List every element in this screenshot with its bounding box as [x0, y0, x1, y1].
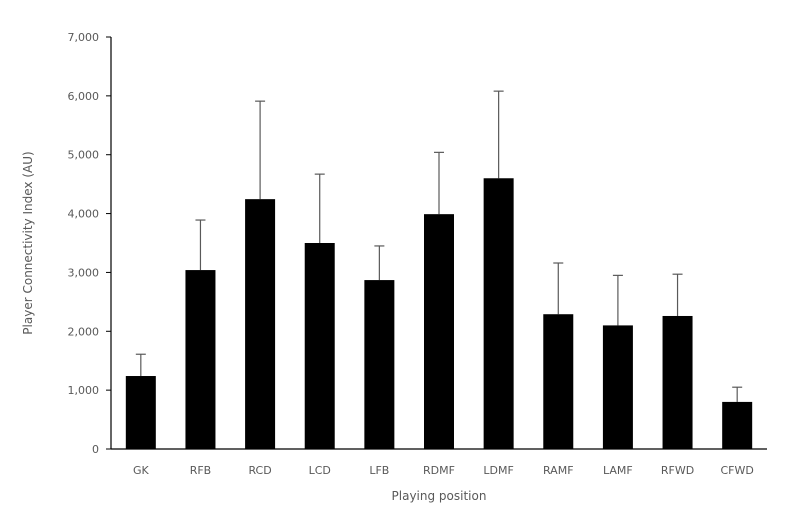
y-tick-label: 3,000 — [68, 266, 100, 279]
x-tick-label: RFB — [190, 464, 212, 477]
x-tick-label: CFWD — [721, 464, 754, 477]
bar-gk — [125, 376, 156, 449]
bar-lcd — [304, 243, 335, 449]
x-tick-label: RDMF — [423, 464, 455, 477]
bar-cfwd — [722, 401, 753, 449]
bar-rdmf — [424, 214, 454, 449]
x-tick-label: LCD — [309, 464, 331, 477]
bar-ramf — [543, 314, 574, 449]
x-tick-label: LFB — [369, 464, 389, 477]
bar-rcd — [245, 199, 276, 449]
y-tick-label: 5,000 — [68, 149, 100, 162]
bar-lamf — [602, 325, 633, 449]
bar-lfb — [364, 280, 395, 449]
x-tick-label: LAMF — [603, 464, 633, 477]
x-tick-label: RCD — [248, 464, 271, 477]
y-tick-label: 1,000 — [68, 384, 100, 397]
y-tick-label: 2,000 — [68, 325, 100, 338]
bar-rfwd — [662, 315, 693, 449]
y-tick-label: 6,000 — [68, 90, 100, 103]
y-tick-label: 0 — [92, 443, 99, 456]
x-tick-label: GK — [133, 464, 150, 477]
x-tick-label: RFWD — [661, 464, 694, 477]
x-axis-label: Playing position — [392, 489, 487, 503]
y-axis-label: Player Connectivity Index (AU) — [21, 151, 35, 334]
x-tick-label: RAMF — [543, 464, 574, 477]
y-tick-label: 7,000 — [68, 31, 100, 44]
x-tick-label: LDMF — [483, 464, 513, 477]
bar-rfb — [185, 270, 216, 449]
y-tick-label: 4,000 — [68, 208, 100, 221]
bar-ldmf — [483, 178, 514, 449]
